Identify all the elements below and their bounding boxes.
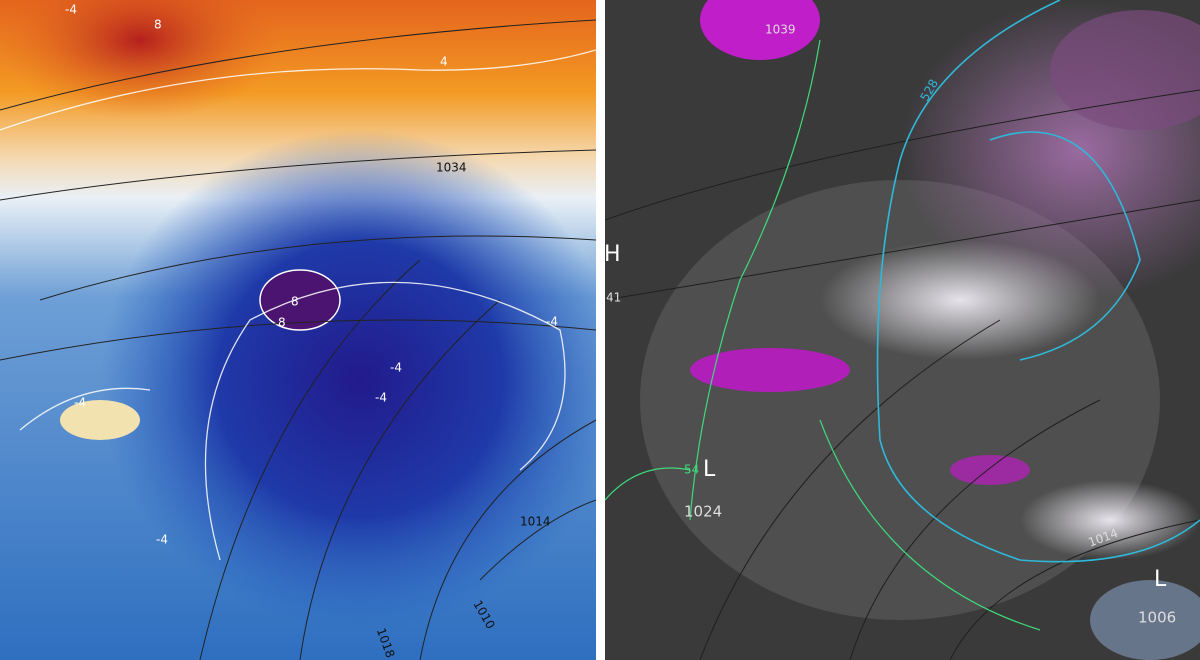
map-label: 1024 — [684, 503, 722, 521]
map-label: L — [1154, 567, 1167, 592]
map-label: L — [703, 457, 716, 482]
map-label: 4 — [440, 55, 448, 69]
map-label: 1034 — [436, 161, 467, 175]
temperature-map: -4 8 4 1034 8 8 -4 -4 -4 -4 -4 1014 1010… — [0, 0, 596, 660]
map-label: 8 — [154, 18, 162, 32]
map-label: -4 — [375, 391, 387, 405]
map-label: 8 — [278, 316, 286, 330]
map-label: 54 — [684, 463, 699, 477]
map-label: -4 — [546, 315, 558, 329]
map-label: H — [604, 242, 621, 267]
map-label: 1039 — [765, 23, 796, 37]
map-label: 1006 — [1138, 609, 1176, 627]
map-label: 41 — [606, 291, 621, 305]
map-label: -4 — [390, 361, 402, 375]
precipitation-map: 1039 528 H 41 54 L 1024 1014 L 1006 — [604, 0, 1200, 660]
map-label: 1014 — [520, 515, 551, 529]
map-label: -4 — [74, 396, 86, 410]
map-label: -4 — [65, 3, 77, 17]
map-label: -4 — [156, 533, 168, 547]
map-label: 8 — [291, 295, 299, 309]
